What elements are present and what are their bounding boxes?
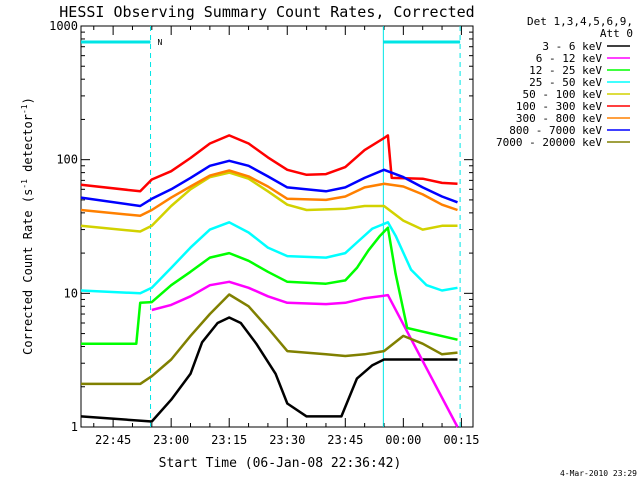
- series-line: [151, 280, 459, 428]
- legend-label: 12 - 25 keV: [529, 64, 602, 77]
- legend-label: 6 - 12 keV: [536, 52, 603, 65]
- x-tick-label: 23:45: [327, 433, 363, 447]
- generation-timestamp: 4-Mar-2010 23:29: [560, 469, 637, 478]
- y-axis-label-exp1: -1: [20, 179, 29, 189]
- legend-label: 100 - 300 keV: [516, 100, 602, 113]
- series-line: [80, 316, 458, 423]
- series-line: [81, 293, 458, 386]
- x-tick-label: 23:00: [153, 433, 189, 447]
- series-line: [81, 226, 458, 345]
- axis-ticks: 22:45 23:00 23:15 23:30 23:45 00:00 00:15 1 10 10…: [49, 19, 479, 447]
- y-axis-label-end: ): [21, 97, 35, 104]
- x-tick-label: 23:15: [211, 433, 247, 447]
- legend-header-line1: Det 1,3,4,5,6,9,: [527, 15, 633, 28]
- series-line: [80, 221, 458, 295]
- y-axis-label-start: Corrected Count Rate (s: [21, 189, 35, 355]
- x-axis-label: Start Time (06-Jan-08 22:36:42): [159, 456, 402, 471]
- series-line: [80, 159, 458, 208]
- y-axis-label-exp2: -1: [20, 104, 29, 114]
- y-tick-label: 100: [56, 153, 78, 167]
- series-lines: [80, 134, 459, 428]
- chart-title: HESSI Observing Summary Count Rates, Cor…: [59, 3, 474, 21]
- legend-label: 25 - 50 keV: [529, 76, 602, 89]
- night-flag-label: N: [158, 38, 163, 47]
- y-tick-label: 10: [64, 286, 78, 300]
- legend-label: 7000 - 20000 keV: [496, 136, 602, 149]
- y-tick-label: 1000: [49, 19, 78, 33]
- legend-header-line2: Att 0: [600, 27, 633, 40]
- legend-label: 300 - 800 keV: [516, 112, 602, 125]
- x-tick-label: 22:45: [95, 433, 131, 447]
- x-tick-label: 00:00: [385, 433, 421, 447]
- legend-label: 50 - 100 keV: [523, 88, 603, 101]
- legend-label: 3 - 6 keV: [542, 40, 602, 53]
- x-tick-label: 00:15: [443, 433, 479, 447]
- series-line: [80, 134, 458, 193]
- x-tick-label: 23:30: [269, 433, 305, 447]
- legend-label: 800 - 7000 keV: [509, 124, 602, 137]
- y-tick-label: 1: [71, 420, 78, 434]
- y-axis-label-middle: detector: [21, 114, 35, 179]
- series-line: [80, 171, 458, 233]
- y-axis-label: Corrected Count Rate (s-1 detector-1): [20, 97, 35, 355]
- series-line: [80, 169, 458, 218]
